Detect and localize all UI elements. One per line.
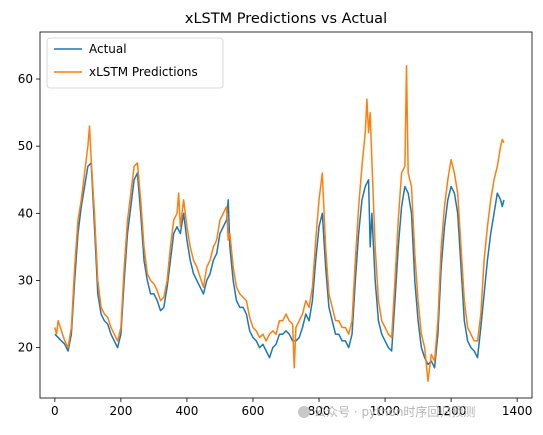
plot-area bbox=[39, 31, 533, 399]
y-tick-label: 50 bbox=[18, 139, 33, 153]
watermark: 公众号 · python时序回归预测 bbox=[298, 404, 475, 419]
watermark-logo-icon bbox=[298, 406, 310, 418]
legend-label-predictions: xLSTM Predictions bbox=[89, 65, 198, 79]
y-tick-label: 40 bbox=[18, 206, 33, 220]
legend-label-actual: Actual bbox=[89, 42, 127, 56]
plot-frame bbox=[39, 31, 533, 399]
y-tick-label: 20 bbox=[18, 341, 33, 355]
chart-title: xLSTM Predictions vs Actual bbox=[185, 11, 387, 27]
x-tick-label: 200 bbox=[109, 404, 132, 418]
x-tick-label: 1200 bbox=[436, 404, 467, 418]
y-tick-label: 60 bbox=[18, 72, 33, 86]
x-tick-label: 400 bbox=[175, 404, 198, 418]
x-tick-label: 600 bbox=[242, 404, 265, 418]
x-tick-label: 1400 bbox=[502, 404, 533, 418]
series-layer bbox=[54, 64, 505, 382]
x-tick-label: 800 bbox=[308, 404, 331, 418]
x-axis: 0 200 400 600 800 1000 1200 1400 bbox=[51, 398, 532, 418]
x-tick-label: 0 bbox=[51, 404, 59, 418]
y-tick-label: 30 bbox=[18, 273, 33, 287]
x-tick-label: 1000 bbox=[370, 404, 401, 418]
series-line-predictions bbox=[54, 64, 505, 382]
watermark-text: 公众号 · python时序回归预测 bbox=[314, 404, 475, 419]
y-axis: 20 30 40 50 60 bbox=[18, 72, 40, 355]
legend: Actual xLSTM Predictions bbox=[46, 37, 224, 89]
legend-box bbox=[46, 37, 224, 89]
